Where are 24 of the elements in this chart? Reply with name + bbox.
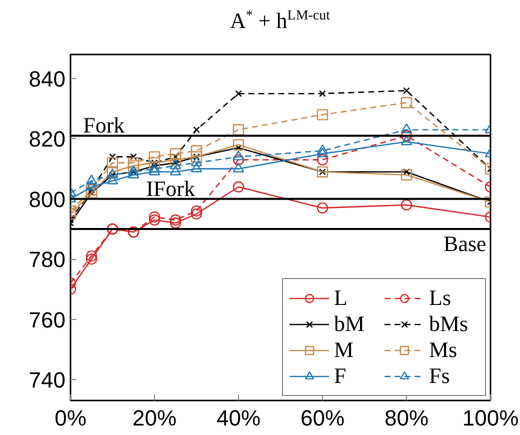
y-tick-label: 780: [28, 247, 66, 272]
y-tick-label: 820: [28, 126, 66, 152]
y-tick-label: 840: [28, 66, 66, 92]
legend-label: bMs: [429, 311, 470, 337]
legend-label: Ms: [429, 337, 458, 363]
chart-title: A$^{*}$ + h$^{LM-cut}$: [228, 7, 332, 35]
y-tick-label: 740: [28, 367, 66, 392]
y-tick-label: 800: [28, 186, 66, 212]
x-tick-label: 80%: [384, 406, 429, 430]
legend-label: Fs: [429, 363, 451, 389]
x-tick-label: 100%: [462, 406, 519, 430]
y-tick-label: 760: [28, 307, 66, 332]
legend-label: bM: [334, 311, 366, 337]
ref-line-label: IFork: [146, 176, 195, 201]
legend-label: L: [334, 285, 348, 311]
legend-label: Ls: [429, 285, 452, 311]
x-tick-label: 0%: [54, 406, 86, 430]
x-tick-label: 60%: [300, 406, 345, 430]
ref-line-label: Fork: [83, 112, 125, 138]
legend-label: F: [334, 363, 348, 389]
x-tick-label: 20%: [132, 406, 177, 430]
legend-label: M: [334, 337, 355, 363]
ref-line-label: Base: [444, 231, 486, 256]
x-tick-label: 40%: [216, 406, 261, 430]
